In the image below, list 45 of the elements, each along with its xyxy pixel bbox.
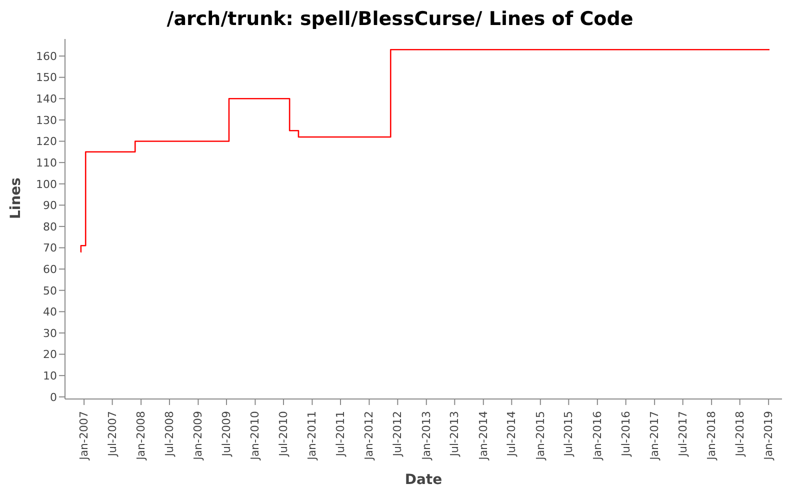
y-tick-label: 160 [36,50,57,63]
x-tick-label: Jan-2013 [420,411,433,461]
y-tick-label: 150 [36,71,57,84]
x-tick-label: Jul-2015 [562,411,576,458]
y-tick-label: 120 [36,135,57,148]
x-tick-label: Jul-2014 [505,411,518,458]
x-tick-label: Jul-2011 [334,411,347,458]
x-tick-label: Jan-2015 [534,411,547,461]
y-tick-label: 80 [43,220,57,234]
chart-title: /arch/trunk: spell/BlessCurse/ Lines of Code [166,8,634,32]
y-tick-label: 140 [36,92,57,106]
y-tick-label: 100 [36,178,57,191]
x-tick-label: Jul-2016 [619,411,632,458]
x-tick-label: Jan-2012 [362,411,376,461]
y-tick-label: 50 [43,284,57,298]
x-tick-label: Jul-2010 [276,411,290,458]
y-tick-label: 0 [50,390,57,404]
y-tick-label: 10 [43,369,57,382]
x-tick-label: Jul-2008 [162,411,176,458]
x-tick-label: Jul-2017 [676,411,690,458]
x-tick-label: Jan-2018 [705,411,718,461]
y-tick-label: 70 [43,242,57,255]
y-tick-label: 60 [43,262,57,276]
y-tick-label: 20 [43,348,57,362]
x-tick-label: Jul-2013 [448,411,462,458]
y-tick-label: 110 [36,156,57,170]
x-tick-label: Jan-2010 [248,411,262,461]
y-axis-title: Lines [8,177,24,219]
x-tick-label: Jan-2009 [192,411,205,461]
x-tick-label: Jul-2018 [733,411,746,458]
x-tick-label: Jul-2007 [106,411,119,458]
x-axis-title: Date [404,472,442,488]
y-tick-label: 130 [36,114,57,127]
x-tick-label: Jul-2012 [391,411,404,458]
x-tick-label: Jan-2016 [590,411,604,461]
x-tick-label: Jan-2008 [134,411,148,461]
y-tick-label: 30 [43,326,57,340]
x-tick-label: Jul-2009 [220,411,233,458]
x-tick-label: Jan-2017 [648,411,662,461]
y-tick-label: 90 [43,199,57,212]
y-tick-label: 40 [43,306,57,319]
x-tick-label: Jan-2014 [476,411,490,461]
x-tick-label: Jan-2011 [306,411,319,461]
x-tick-label: Jan-2007 [78,411,91,461]
x-tick-label: Jan-2019 [762,411,776,461]
